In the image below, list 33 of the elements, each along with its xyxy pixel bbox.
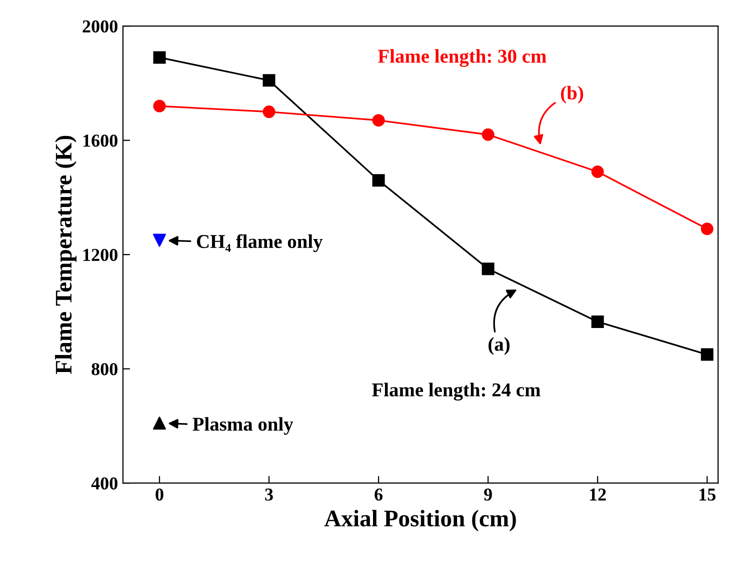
text: Flame length: 24 cm — [372, 382, 540, 401]
y-axis-title: Flame Temperature (K) — [55, 136, 76, 374]
point — [482, 262, 494, 276]
point — [262, 74, 276, 87]
point — [700, 222, 714, 236]
x-tick-label: 0 — [156, 488, 164, 501]
point — [591, 166, 604, 178]
annotation: CH₄ flame only — [196, 234, 323, 252]
annotation: (a) — [488, 337, 510, 355]
point — [262, 106, 276, 118]
point — [372, 174, 385, 187]
y-tick-label: 400 — [91, 477, 118, 490]
x-tick-label: 15 — [700, 488, 716, 501]
y-tick-label: 800 — [92, 363, 118, 376]
point — [152, 416, 166, 430]
point — [482, 128, 494, 141]
point — [591, 315, 604, 328]
point — [152, 234, 166, 247]
y-tick-label: 2000 — [82, 20, 118, 33]
text: Flame length: 30 cm — [378, 49, 546, 67]
x-tick-label: 12 — [590, 488, 606, 500]
x-tick-label: 3 — [265, 488, 273, 501]
x-tick-label: 6 — [374, 488, 383, 501]
point — [153, 51, 166, 64]
x-tick-label: 9 — [484, 488, 492, 501]
x-axis-title: Axial Position (cm) — [324, 510, 516, 532]
point — [372, 114, 385, 127]
y-tick-label: 1600 — [83, 134, 118, 147]
point — [700, 348, 714, 361]
annotation: (b) — [561, 86, 584, 104]
y-tick-label: 1200 — [83, 248, 118, 262]
annotation: Plasma only — [192, 417, 294, 435]
point — [153, 100, 166, 112]
